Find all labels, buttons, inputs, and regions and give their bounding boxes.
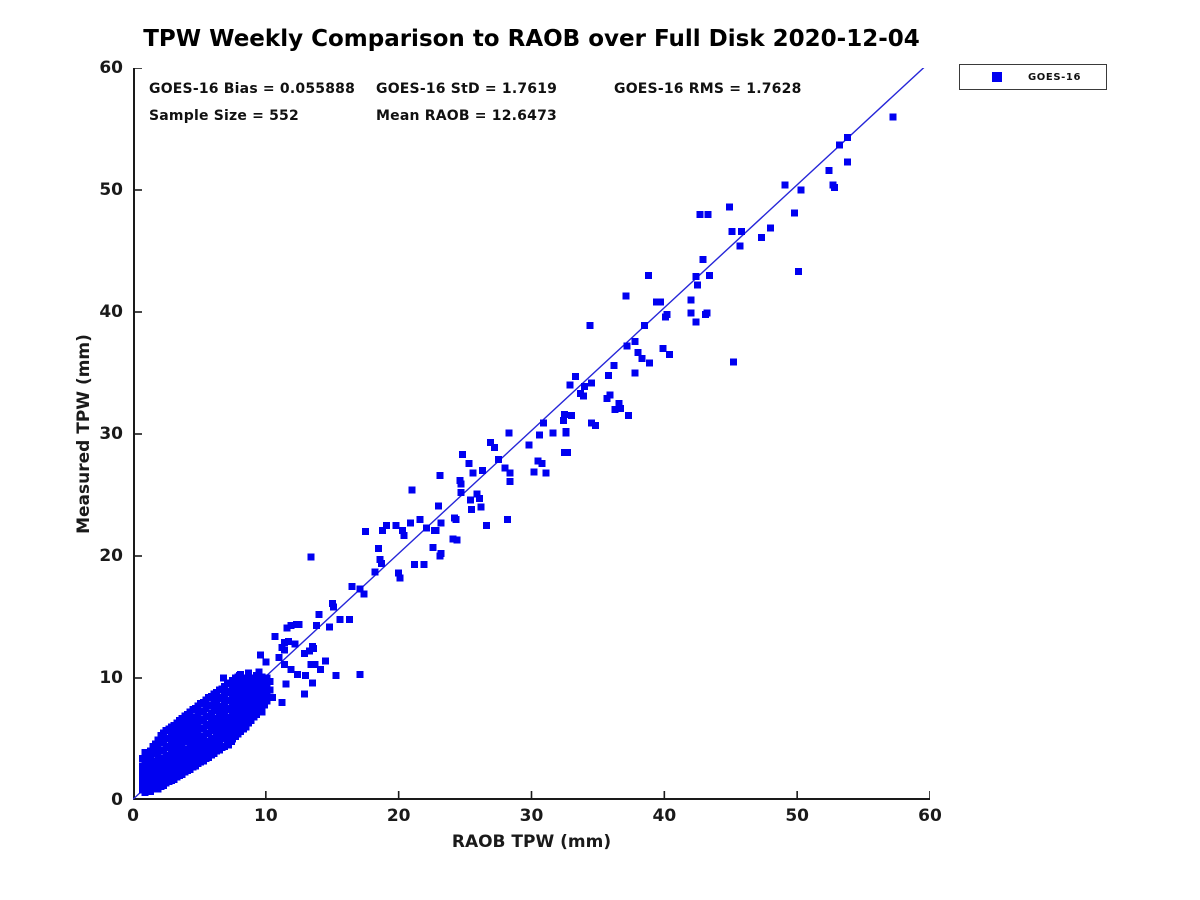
- legend: GOES-16: [959, 64, 1107, 90]
- x-tick-label: 0: [127, 806, 139, 826]
- legend-marker-square-icon: [992, 72, 1002, 82]
- plot-area: [133, 68, 930, 800]
- y-tick-label: 50: [99, 180, 123, 200]
- y-tick-label: 20: [99, 546, 123, 566]
- scatter-points: [138, 113, 897, 797]
- stat-sample-size: Sample Size = 552: [149, 108, 299, 124]
- y-tick-label: 0: [111, 790, 123, 810]
- y-tick-label: 60: [99, 58, 123, 78]
- x-tick-label: 20: [386, 806, 411, 826]
- y-tick-label: 10: [99, 668, 123, 688]
- y-tick-label: 40: [99, 302, 123, 322]
- legend-label-goes16: GOES-16: [1028, 71, 1082, 83]
- stat-mean-raob: Mean RAOB = 12.6473: [376, 108, 557, 124]
- x-tick-label: 50: [785, 806, 809, 826]
- stat-bias: GOES-16 Bias = 0.055888: [149, 81, 356, 97]
- x-tick-label: 30: [519, 806, 544, 826]
- x-tick-label: 40: [652, 806, 677, 826]
- x-axis-label: RAOB TPW (mm): [451, 832, 612, 852]
- x-tick-label: 60: [918, 806, 942, 826]
- stat-rms: GOES-16 RMS = 1.7628: [614, 81, 802, 97]
- y-tick-label: 30: [99, 424, 123, 444]
- x-tick-label: 10: [253, 806, 278, 826]
- axis-ticks: [133, 68, 930, 800]
- chart-title: TPW Weekly Comparison to RAOB over Full …: [143, 26, 920, 52]
- stat-std: GOES-16 StD = 1.7619: [376, 81, 558, 97]
